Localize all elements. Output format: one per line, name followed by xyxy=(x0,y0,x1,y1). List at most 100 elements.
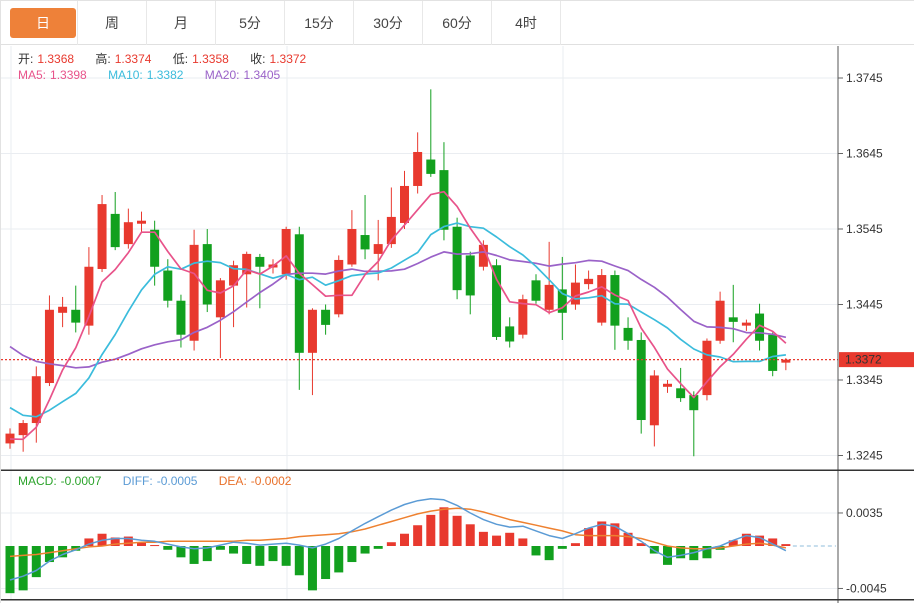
macd-bar-negative xyxy=(31,546,41,578)
macd-bar-negative xyxy=(531,546,541,556)
macd-bar-negative xyxy=(229,546,239,554)
candle-up xyxy=(544,241,554,315)
open-value: 1.3368 xyxy=(37,52,75,66)
candle-body xyxy=(676,388,686,399)
y-axis-label: 1.3645 xyxy=(846,147,883,161)
y-axis-label: 1.3745 xyxy=(846,71,883,85)
candle-down xyxy=(768,332,778,377)
macd-bar-negative xyxy=(215,546,225,550)
candle-body xyxy=(229,265,239,286)
tab-30min-label: 30分 xyxy=(373,15,403,31)
candle-up xyxy=(649,370,659,447)
candle-body xyxy=(137,220,146,224)
macd-bar-positive xyxy=(465,524,475,546)
candle-body xyxy=(373,244,383,254)
candle-body xyxy=(663,383,672,387)
candle-body xyxy=(321,309,331,325)
candle-down xyxy=(676,367,686,402)
candle-body xyxy=(610,275,620,326)
macd-bar-positive xyxy=(768,538,778,546)
candle-body xyxy=(44,309,54,384)
low-value: 1.3358 xyxy=(192,52,229,66)
macd-bar-positive xyxy=(123,536,133,546)
macd-bar-positive xyxy=(610,523,620,546)
macd-bar-positive xyxy=(413,525,423,546)
candle-down xyxy=(610,270,620,350)
tab-60min[interactable]: 60分 xyxy=(423,1,492,45)
macd-bar-negative xyxy=(268,546,278,562)
diff-line xyxy=(9,498,787,581)
candle-body xyxy=(715,300,725,341)
candle-body xyxy=(426,159,436,174)
candle-up xyxy=(307,308,317,396)
macd-bar-negative xyxy=(163,546,173,550)
ma10-label: MA10: xyxy=(108,68,143,82)
candle-body xyxy=(505,326,515,342)
tab-30min[interactable]: 30分 xyxy=(354,1,423,45)
candle-body xyxy=(215,280,225,318)
candle-down xyxy=(623,317,633,350)
candle-body xyxy=(465,255,475,296)
tab-day[interactable]: 日 xyxy=(9,1,78,45)
candle-up xyxy=(31,366,41,443)
candle-up xyxy=(18,420,28,452)
candle-up xyxy=(123,208,133,249)
main-gridlines xyxy=(1,46,838,470)
candle-body xyxy=(781,359,791,363)
candle-body xyxy=(189,244,199,341)
macd-bar-negative xyxy=(702,546,712,559)
candle-up xyxy=(570,264,580,310)
tab-week-label: 周 xyxy=(105,15,119,31)
ma5-label: MA5: xyxy=(18,68,47,82)
candle-up xyxy=(347,210,357,267)
close-label: 收: xyxy=(250,52,266,66)
tab-60min-label: 60分 xyxy=(442,15,472,31)
tab-week[interactable]: 周 xyxy=(78,1,147,45)
candle-body xyxy=(202,244,212,305)
macd-bar-negative xyxy=(334,546,344,573)
tab-15min[interactable]: 15分 xyxy=(285,1,354,45)
macd-bar-negative xyxy=(58,546,68,558)
macd-chart-canvas[interactable]: 0.0035 -0.0045 xyxy=(1,471,914,603)
candle-up xyxy=(58,296,68,328)
macd-bar-positive xyxy=(741,533,751,546)
candle-down xyxy=(71,285,81,333)
macd-bar-negative xyxy=(281,546,291,566)
candle-body xyxy=(307,309,317,353)
candle-down xyxy=(557,256,567,340)
candle-up xyxy=(386,187,396,248)
macd-bar-positive xyxy=(518,538,528,546)
macd-bar-negative xyxy=(242,546,252,564)
macd-bar-positive xyxy=(755,535,765,546)
tab-5min[interactable]: 5分 xyxy=(216,1,285,45)
macd-histogram xyxy=(5,507,791,594)
macd-bar-negative xyxy=(360,546,370,554)
macd-bar-positive xyxy=(84,538,94,546)
macd-legend: MACD: -0.0007 DIFF: -0.0005 DEA: -0.0002 xyxy=(18,474,309,488)
candle-down xyxy=(755,303,765,351)
macd-bar-negative xyxy=(176,546,186,558)
price-chart-canvas[interactable]: 1.3745 1.3645 1.3545 1.3445 1.3345 1.3245 1.33… xyxy=(1,46,914,471)
y-axis-label: 0.0035 xyxy=(846,506,883,520)
macd-bar-positive xyxy=(478,531,488,546)
y-axis-label: 1.3345 xyxy=(846,373,883,387)
candle-up xyxy=(741,319,751,331)
tab-4hour[interactable]: 4时 xyxy=(492,1,561,45)
macd-bar-positive xyxy=(623,532,633,546)
current-price-badge-label: 1.3372 xyxy=(845,353,882,367)
tab-month[interactable]: 月 xyxy=(147,1,216,45)
tab-month-label: 月 xyxy=(174,15,188,31)
candle-down xyxy=(689,391,699,457)
candle-down xyxy=(202,229,212,313)
ohlc-legend: 开: 1.3368 高: 1.3374 低: 1.3358 收: 1.3372 xyxy=(18,50,324,67)
candle-up xyxy=(189,229,199,351)
candle-body xyxy=(492,265,502,337)
macd-bar-positive xyxy=(584,528,594,546)
diff-value: -0.0005 xyxy=(156,474,198,488)
candle-body xyxy=(597,275,607,323)
macd-bar-negative xyxy=(5,546,15,594)
candle-body xyxy=(439,170,449,230)
macd-bar-positive xyxy=(636,543,646,546)
macd-bar-positive xyxy=(492,535,502,546)
macd-bar-negative xyxy=(307,546,317,591)
